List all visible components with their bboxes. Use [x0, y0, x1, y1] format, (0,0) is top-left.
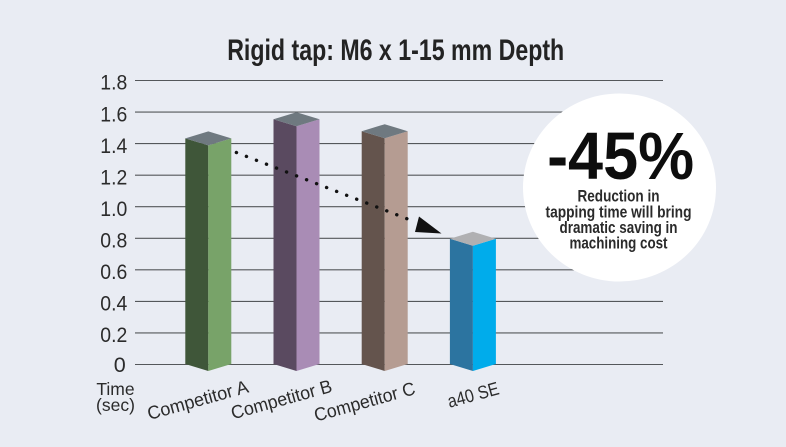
svg-text:1.0: 1.0: [100, 198, 127, 221]
svg-text:1.8: 1.8: [100, 72, 127, 95]
svg-text:1.4: 1.4: [100, 135, 127, 158]
svg-text:1.6: 1.6: [100, 103, 127, 126]
svg-text:dramatic saving in: dramatic saving in: [560, 219, 678, 237]
svg-text:1.2: 1.2: [100, 166, 127, 189]
svg-text:Time: Time: [96, 379, 134, 399]
svg-text:0.6: 0.6: [100, 261, 127, 284]
svg-text:0.4: 0.4: [100, 293, 127, 316]
svg-text:-45%: -45%: [547, 119, 694, 194]
svg-text:0: 0: [114, 354, 126, 377]
svg-text:machining cost: machining cost: [570, 235, 668, 253]
svg-text:0.8: 0.8: [100, 230, 127, 253]
svg-text:tapping time will bring: tapping time will bring: [546, 203, 692, 221]
svg-text:Reduction in: Reduction in: [578, 188, 660, 206]
svg-text:0.2: 0.2: [100, 324, 127, 347]
svg-text:Rigid tap: M6 x 1-15 mm Depth: Rigid tap: M6 x 1-15 mm Depth: [227, 34, 564, 67]
svg-text:(sec): (sec): [96, 395, 135, 415]
